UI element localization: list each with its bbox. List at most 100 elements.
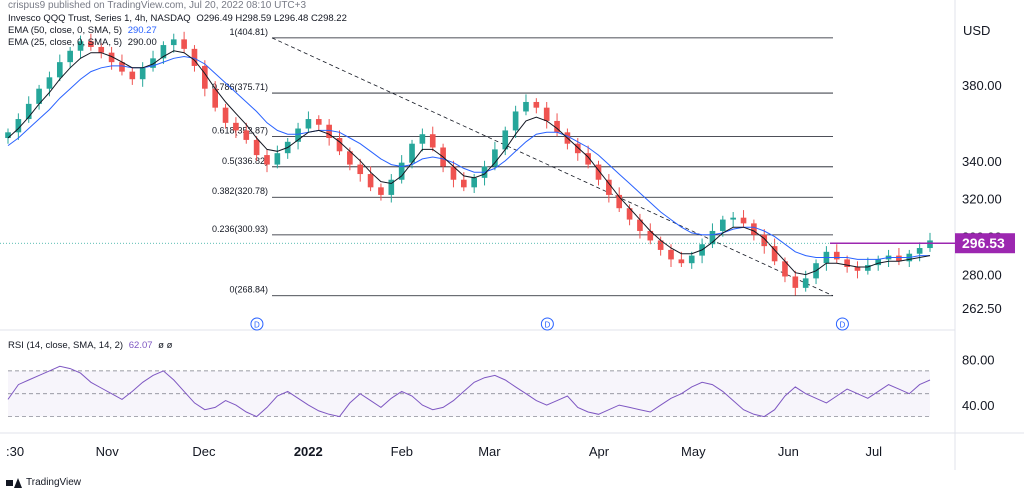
legend-ema50[interactable]: EMA (50, close, 0, SMA, 5) 290.27 bbox=[8, 25, 160, 36]
candle-body bbox=[191, 48, 198, 66]
fib-level-label: 0.236(300.93) bbox=[212, 224, 268, 234]
instrument-name: Invesco QQQ Trust, Series 1, 4h, NASDAQ bbox=[8, 13, 191, 24]
candle-body bbox=[181, 39, 187, 49]
time-axis-tick: Mar bbox=[478, 444, 501, 459]
candle-body bbox=[336, 138, 343, 152]
legend-ema25[interactable]: EMA (25, close, 0, SMA, 5) 290.00 bbox=[8, 37, 160, 48]
candle-body bbox=[150, 58, 156, 68]
footer-brand[interactable]: TradingView bbox=[6, 477, 81, 488]
candle-body bbox=[844, 259, 850, 267]
candle-body bbox=[751, 223, 757, 235]
last-price-label: 296.53 bbox=[962, 235, 1005, 251]
candle-body bbox=[668, 249, 674, 260]
candle-body bbox=[896, 255, 902, 262]
candle-body bbox=[429, 134, 436, 148]
candle-body bbox=[512, 111, 519, 131]
candle-body bbox=[554, 120, 560, 133]
candle-body bbox=[740, 217, 747, 224]
time-axis-tick: Apr bbox=[589, 444, 610, 459]
candle-body bbox=[409, 143, 415, 163]
time-axis-tick: May bbox=[681, 444, 706, 459]
candle-body bbox=[616, 194, 623, 209]
legend-rsi[interactable]: RSI (14, close, SMA, 14, 2) 62.07 ø ø bbox=[8, 340, 175, 351]
ema50-label: EMA (50, close, 0, SMA, 5) bbox=[8, 25, 123, 36]
candle-body bbox=[595, 164, 602, 180]
candle-body bbox=[502, 130, 509, 150]
price-axis-tick: 380.00 bbox=[962, 78, 1002, 93]
candle-body bbox=[326, 124, 332, 139]
fib-level-label: 0(268.84) bbox=[229, 285, 268, 295]
legend-instrument[interactable]: Invesco QQQ Trust, Series 1, 4h, NASDAQ … bbox=[8, 13, 350, 24]
candle-body bbox=[243, 130, 250, 140]
candle-body bbox=[222, 107, 229, 123]
ema25-label: EMA (25, close, 0, SMA, 5) bbox=[8, 37, 123, 48]
candle-body bbox=[523, 101, 529, 112]
candle-body bbox=[108, 52, 115, 63]
candle-body bbox=[875, 259, 882, 266]
time-axis-tick: 2022 bbox=[294, 444, 323, 459]
ema50-value: 290.27 bbox=[127, 25, 157, 36]
candle-body bbox=[678, 259, 685, 264]
candle-body bbox=[46, 77, 53, 89]
candle-body bbox=[357, 164, 364, 175]
candle-body bbox=[637, 219, 643, 231]
time-axis-tick: Jul bbox=[865, 444, 882, 459]
candle-body bbox=[398, 162, 405, 180]
candle-body bbox=[802, 278, 809, 288]
candle-body bbox=[585, 153, 591, 165]
candle-body bbox=[347, 151, 353, 165]
candle-body bbox=[533, 101, 540, 108]
candle-body bbox=[36, 88, 42, 104]
candle-body bbox=[719, 219, 726, 231]
candle-body bbox=[388, 179, 395, 195]
dividend-d-icon bbox=[250, 317, 264, 331]
dividend-d-icon bbox=[540, 317, 554, 331]
ema25-line bbox=[7, 50, 931, 276]
fib-level-label: 0.618(352.87) bbox=[212, 125, 268, 135]
candle-body bbox=[450, 166, 457, 180]
fibonacci-retracement[interactable]: 1(404.81) 0.786(375.71) 0.618(352.87) 0.5(3… bbox=[212, 27, 833, 297]
time-axis-tick: Nov bbox=[96, 444, 120, 459]
rsi-band bbox=[8, 370, 930, 417]
publish-info: crispus9 published on TradingView.com, J… bbox=[8, 0, 307, 11]
candle-body bbox=[865, 265, 871, 271]
rsi-indicator bbox=[7, 365, 931, 418]
last-price-tag: 296.53 bbox=[955, 233, 1015, 254]
ohlc-values: O296.49 H298.59 L296.48 C298.22 bbox=[196, 13, 347, 24]
candle-body bbox=[160, 45, 167, 59]
candle-body bbox=[471, 177, 477, 188]
candle-body bbox=[98, 46, 105, 53]
candle-body bbox=[25, 103, 32, 120]
candle-body bbox=[77, 41, 84, 51]
candle-body bbox=[295, 128, 301, 142]
rsi-label: RSI (14, close, SMA, 14, 2) bbox=[8, 340, 124, 351]
time-axis-tick: Feb bbox=[391, 444, 413, 459]
candlesticks bbox=[5, 31, 933, 296]
candle-body bbox=[129, 71, 136, 80]
candle-body bbox=[916, 248, 923, 254]
candle-body bbox=[461, 179, 467, 188]
candle-body bbox=[688, 255, 695, 264]
moving-averages bbox=[7, 50, 931, 276]
candle-body bbox=[119, 62, 125, 72]
time-axis-tick: Dec bbox=[192, 444, 216, 459]
candle-body bbox=[782, 261, 788, 277]
candle-body bbox=[274, 153, 281, 165]
candle-body bbox=[264, 155, 270, 165]
candle-body bbox=[927, 240, 933, 249]
candle-body bbox=[492, 149, 498, 167]
candle-body bbox=[233, 122, 239, 131]
candle-body bbox=[792, 276, 799, 288]
candle-body bbox=[88, 41, 94, 47]
chart-header: crispus9 published on TradingView.com, J… bbox=[8, 0, 306, 12]
rsi-value: 62.07 bbox=[128, 340, 153, 351]
rsi-axis-tick: 80.00 bbox=[962, 352, 995, 367]
price-axis-tick: 340.00 bbox=[962, 154, 1002, 169]
candle-body bbox=[657, 240, 664, 250]
candle-body bbox=[574, 143, 581, 154]
rsi-line bbox=[7, 365, 931, 418]
time-axis[interactable]: :30 Nov Dec 2022 Feb Mar Apr May Jun Jul bbox=[6, 444, 882, 459]
trendline[interactable] bbox=[271, 37, 834, 297]
